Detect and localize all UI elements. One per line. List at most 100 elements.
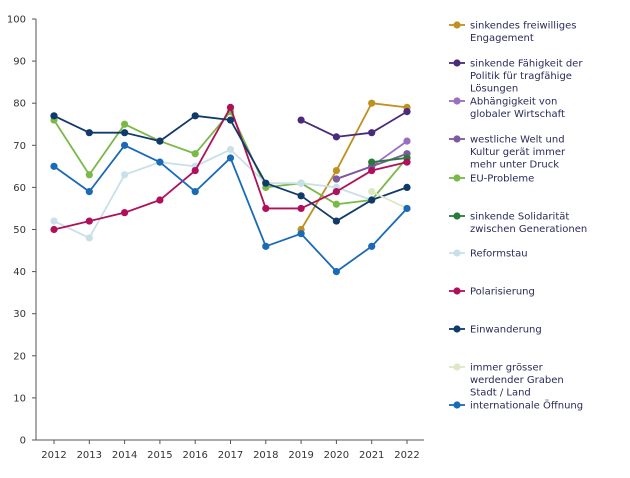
- legend-label: Reformstau: [470, 249, 528, 260]
- y-tick-label: 30: [13, 309, 26, 320]
- legend-swatch-marker: [453, 21, 461, 29]
- x-tick-label: 2021: [359, 450, 384, 461]
- axes: 0 10 20 30 40 50 60 70 80 90 100 2012 2013 2014 2015 20…: [7, 15, 424, 461]
- legend-label-line: Politik für tragfähige: [470, 71, 572, 82]
- legend-label-line: zwischen Generationen: [470, 224, 587, 235]
- legend-label-line: Polarisierung: [470, 287, 535, 298]
- data-point: [50, 217, 58, 225]
- legend-label-line: westliche Welt und: [470, 135, 565, 146]
- legend-item-3: westliche Welt und Kultur gerät immer mehr…: [449, 135, 566, 171]
- data-point: [191, 112, 199, 120]
- legend-label: EU-Probleme: [470, 174, 534, 185]
- legend-item-1: sinkende Fähigkeit der Politik für tragfä…: [449, 59, 583, 95]
- legend-item-4: EU-Probleme: [449, 174, 534, 185]
- data-point: [332, 188, 340, 196]
- data-point: [226, 103, 235, 112]
- legend-swatch-marker: [453, 287, 461, 295]
- legend-label-line: sinkende Fähigkeit der: [470, 59, 583, 70]
- legend-swatch-marker: [453, 249, 461, 257]
- y-tick-label: 60: [13, 183, 26, 194]
- data-point: [368, 166, 376, 175]
- legend-label: Einwanderung: [470, 325, 542, 336]
- data-point: [85, 171, 93, 179]
- data-point: [297, 192, 305, 200]
- y-tick-label: 70: [13, 141, 26, 152]
- x-tick-label: 2016: [182, 450, 207, 461]
- data-point: [332, 217, 340, 225]
- y-tick-label: 10: [13, 393, 26, 404]
- data-point: [368, 188, 376, 196]
- y-tick-label: 40: [13, 267, 26, 278]
- data-point: [191, 188, 199, 196]
- series-line: [371, 157, 408, 164]
- legend-label: sinkendes freiwilliges Engagement: [470, 21, 576, 45]
- legend-item-2: Abhängigkeit von globaler Wirtschaft: [449, 97, 565, 121]
- data-point: [85, 234, 93, 242]
- legend-label-line: Engagement: [470, 33, 534, 44]
- series-10: [50, 141, 411, 276]
- data-point: [50, 225, 58, 234]
- series-8: [50, 112, 411, 225]
- x-tick-label: 2019: [288, 450, 313, 461]
- legend-label-line: globaler Wirtschaft: [470, 109, 565, 120]
- legend-swatch-marker: [453, 97, 461, 105]
- legend-label: westliche Welt und Kultur gerät immer mehr…: [470, 135, 566, 171]
- data-point: [121, 120, 129, 128]
- data-point: [368, 242, 376, 250]
- data-point: [156, 158, 164, 166]
- legend-item-7: Polarisierung: [449, 287, 535, 298]
- data-point: [85, 129, 93, 137]
- legend-label-line: Einwanderung: [470, 325, 542, 336]
- legend-label-line: Reformstau: [470, 249, 528, 260]
- x-tick-label: 2020: [324, 450, 349, 461]
- data-point: [368, 129, 376, 137]
- data-point: [297, 179, 305, 187]
- legend-label-line: EU-Probleme: [470, 174, 534, 185]
- data-point: [368, 196, 376, 204]
- legend-label: sinkende Fähigkeit der Politik für tragfä…: [470, 59, 583, 95]
- legend-label-line: Stadt / Land: [470, 388, 531, 399]
- legend-label: Abhängigkeit von globaler Wirtschaft: [470, 97, 565, 121]
- legend-label-line: Kultur gerät immer: [470, 147, 566, 158]
- series-line: [300, 110, 408, 138]
- legend-item-6: Reformstau: [449, 249, 528, 260]
- data-point: [262, 179, 270, 187]
- data-point: [297, 116, 305, 124]
- legend-swatch-marker: [453, 363, 461, 371]
- legend-swatch-marker: [453, 212, 461, 220]
- legend-swatch-marker: [453, 174, 461, 182]
- y-tick-label: 100: [7, 15, 26, 26]
- x-tick-label: 2013: [77, 450, 102, 461]
- legend-item-9: immer grösser werdender Graben Stadt / Lan…: [449, 363, 564, 399]
- data-point: [121, 141, 129, 149]
- series-line: [53, 144, 408, 273]
- legend-label: internationale Öffnung: [470, 399, 583, 412]
- data-point: [85, 188, 93, 196]
- legend-label-line: immer grösser: [470, 363, 544, 374]
- x-tick-label: 2018: [253, 450, 278, 461]
- legend-swatch-marker: [453, 59, 461, 67]
- data-point: [191, 150, 199, 158]
- data-point: [403, 137, 411, 145]
- legend-item-8: Einwanderung: [449, 325, 542, 336]
- series-1: [297, 108, 411, 141]
- legend-item-0: sinkendes freiwilliges Engagement: [449, 21, 576, 45]
- data-point: [121, 171, 129, 179]
- x-tick-label: 2012: [41, 450, 66, 461]
- legend-label-line: sinkendes freiwilliges: [470, 21, 576, 32]
- series-line: [371, 190, 408, 210]
- legend-swatch-marker: [453, 135, 461, 143]
- series-layer: [50, 99, 411, 276]
- y-tick-label: 80: [13, 99, 26, 110]
- data-point: [50, 112, 58, 120]
- legend: sinkendes freiwilliges Engagementsinkende…: [449, 21, 587, 412]
- x-tick-label: 2017: [218, 450, 243, 461]
- data-point: [226, 116, 235, 124]
- data-point: [332, 268, 340, 276]
- data-point: [332, 133, 340, 141]
- series-7: [50, 103, 411, 234]
- data-point: [121, 129, 129, 137]
- legend-swatch-marker: [453, 401, 461, 409]
- x-tick-label: 2022: [394, 450, 419, 461]
